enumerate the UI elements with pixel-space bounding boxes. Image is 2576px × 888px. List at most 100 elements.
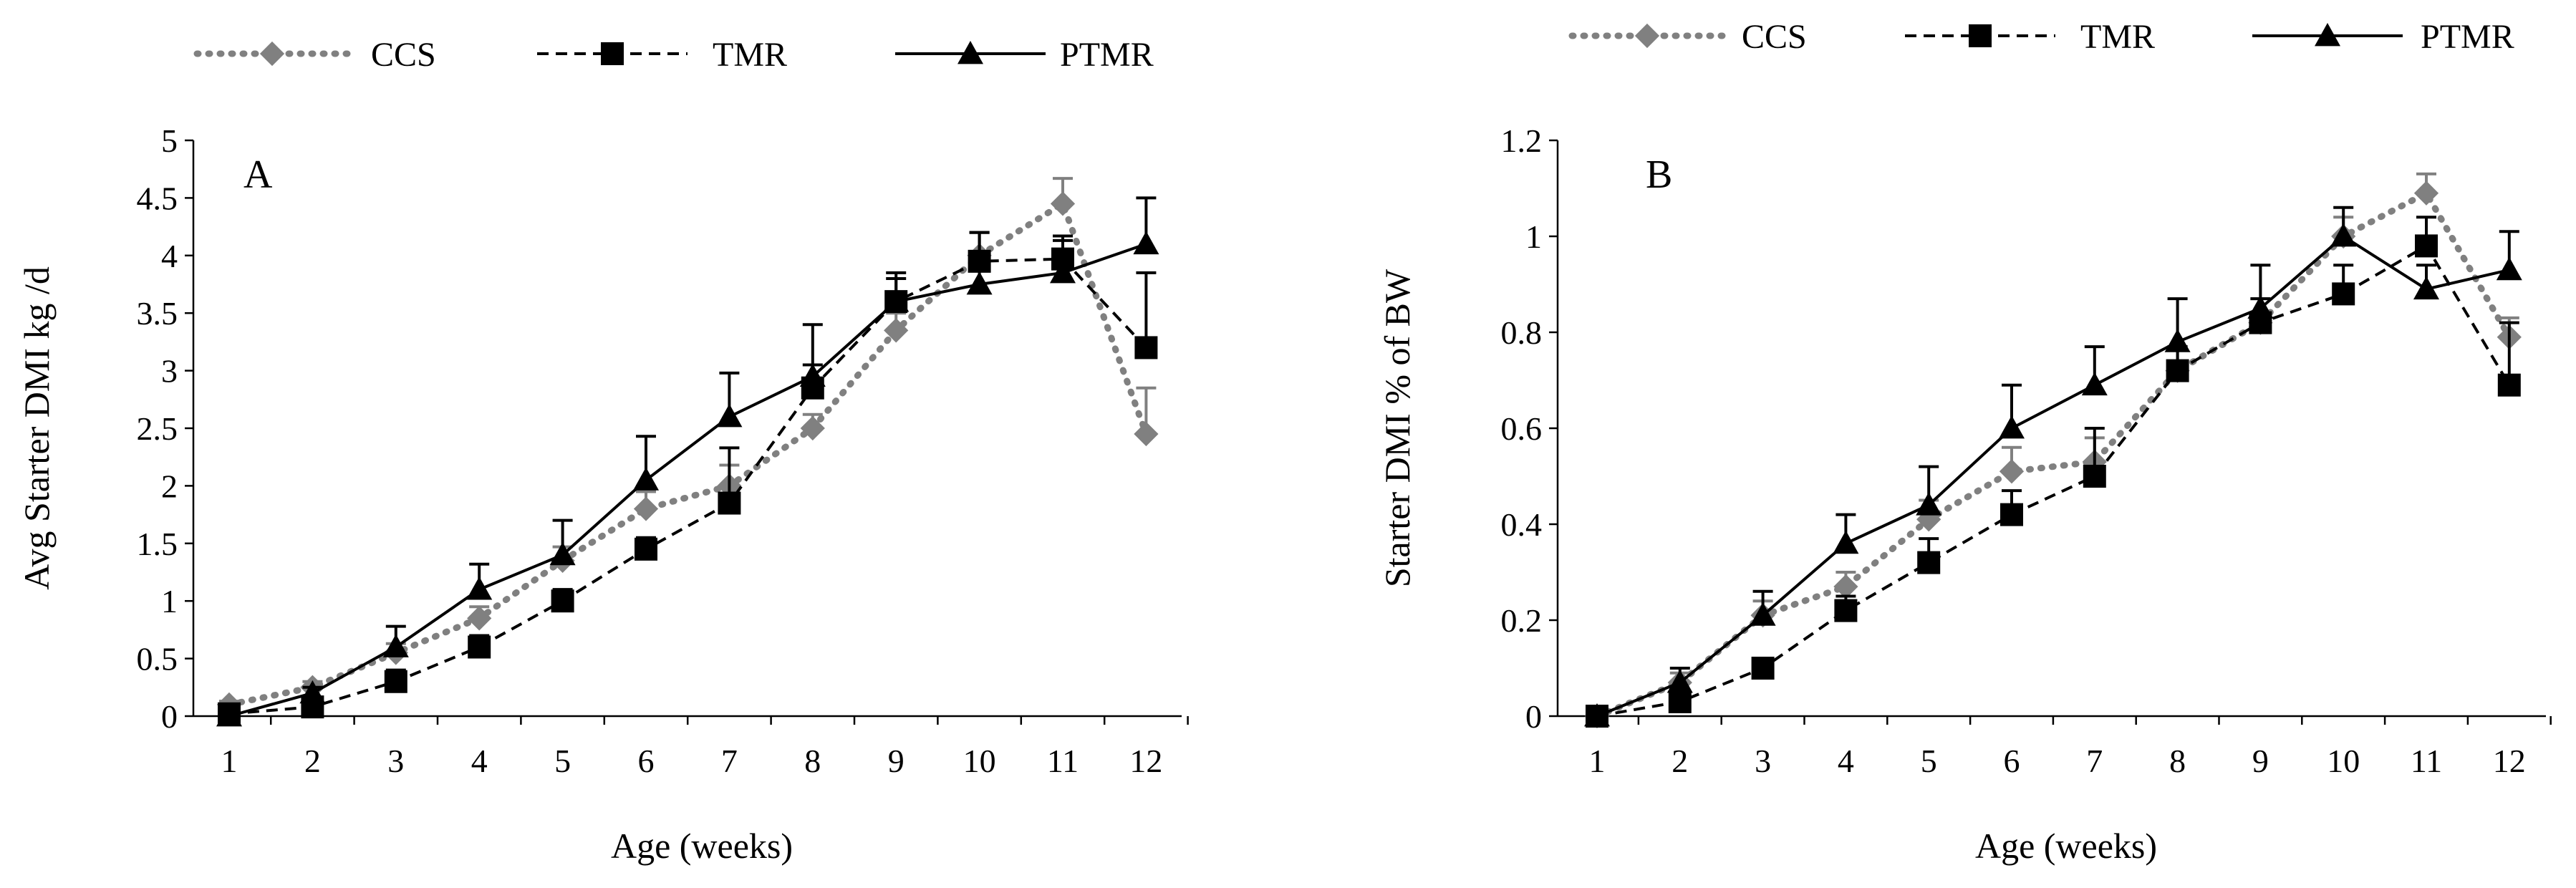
data-point <box>799 363 826 387</box>
data-point <box>2413 180 2439 206</box>
data-point <box>2166 359 2189 382</box>
legend-marker <box>1969 24 1992 47</box>
legend-marker <box>601 42 624 65</box>
y-tick-label: 2 <box>161 468 178 504</box>
data-point <box>2083 465 2106 488</box>
series-line-tmr <box>1596 243 2511 718</box>
data-point <box>2081 372 2108 396</box>
x-tick-label: 9 <box>2252 743 2269 779</box>
y-tick-label: 1.5 <box>137 526 178 562</box>
x-tick-label: 5 <box>554 743 571 779</box>
data-point <box>716 403 743 428</box>
x-tick-label: 6 <box>2004 743 2020 779</box>
legend-item-ptmr: PTMR <box>895 36 1154 74</box>
x-tick-label: 10 <box>2327 743 2360 779</box>
data-point <box>884 318 909 343</box>
panel-label: B <box>1646 153 1672 197</box>
x-tick-label: 3 <box>1755 743 1771 779</box>
y-tick-label: 1 <box>161 583 178 619</box>
x-tick-label: 12 <box>2493 743 2526 779</box>
data-point <box>635 537 657 561</box>
data-point <box>1917 551 1941 574</box>
x-tick-label: 11 <box>2411 743 2442 779</box>
x-tick-label: 3 <box>387 743 404 779</box>
data-point <box>1584 703 1610 727</box>
x-axis-label: Age (weeks) <box>611 826 793 866</box>
data-point <box>2247 295 2274 319</box>
data-point <box>633 467 659 491</box>
x-tick-label: 2 <box>304 743 321 779</box>
y-tick-label: 0.4 <box>1501 506 1543 543</box>
data-point <box>1833 530 1859 554</box>
x-tick-label: 7 <box>721 743 738 779</box>
data-point <box>468 635 491 659</box>
data-point <box>1134 421 1159 447</box>
y-tick-label: 0.8 <box>1501 314 1543 351</box>
y-tick-label: 5 <box>161 122 178 159</box>
data-point <box>1834 599 1858 622</box>
legend-label: PTMR <box>2421 18 2514 56</box>
legend-label: CCS <box>1742 18 1807 56</box>
data-point <box>549 541 576 566</box>
data-point <box>1050 259 1076 284</box>
data-point <box>466 576 493 600</box>
legend-panel-a: CCS TMR PTMR <box>193 36 1154 74</box>
x-tick-label: 8 <box>2169 743 2186 779</box>
legend-marker <box>259 41 285 67</box>
x-tick-label: 2 <box>1671 743 1688 779</box>
y-tick-label: 2.5 <box>137 410 178 447</box>
x-tick-label: 10 <box>963 743 996 779</box>
data-point <box>2413 276 2439 300</box>
data-point <box>467 606 492 631</box>
y-tick-label: 0 <box>161 698 178 735</box>
data-point <box>1666 670 1693 693</box>
data-point <box>1999 459 2025 484</box>
series-tmr <box>1586 216 2521 728</box>
data-point <box>2496 256 2522 281</box>
x-tick-label: 12 <box>1129 743 1162 779</box>
data-point <box>2000 503 2023 526</box>
legend-item-tmr: TMR <box>1905 18 2155 56</box>
data-point <box>2332 282 2355 306</box>
legend-label: PTMR <box>1060 36 1154 74</box>
x-tick-label: 5 <box>1921 743 1937 779</box>
y-tick-label: 1.2 <box>1501 122 1543 159</box>
data-point <box>382 634 409 657</box>
y-axis-label: Avg Starter DMI kg /d <box>16 266 57 590</box>
y-tick-label: 0.5 <box>137 641 178 677</box>
legend-item-tmr: TMR <box>537 36 787 74</box>
series-line-ccs <box>226 198 1149 708</box>
series-ptmr <box>1584 206 2522 727</box>
data-point <box>216 703 242 727</box>
data-point <box>1668 690 1692 713</box>
data-point <box>966 271 993 295</box>
x-tick-label: 1 <box>1589 743 1606 779</box>
data-point <box>2330 223 2357 247</box>
data-point <box>2415 234 2438 258</box>
x-tick-label: 4 <box>1838 743 1854 779</box>
x-tick-label: 7 <box>2086 743 2103 779</box>
data-point <box>1134 336 1158 359</box>
series-ptmr <box>216 196 1159 727</box>
data-point <box>1133 231 1159 255</box>
data-point <box>633 496 659 521</box>
series-line-ptmr <box>1596 234 2510 718</box>
x-tick-label: 4 <box>471 743 488 779</box>
legend-panel-b: CCS TMR PTMR <box>1568 18 2514 56</box>
data-point <box>800 415 825 441</box>
y-tick-label: 4.5 <box>137 180 178 216</box>
legend-marker <box>957 41 983 64</box>
data-point <box>1833 574 1858 599</box>
x-tick-label: 6 <box>638 743 655 779</box>
series-tmr <box>218 231 1158 725</box>
y-axis-label: Starter DMI % of BW <box>1377 269 1417 587</box>
legend-marker <box>2315 23 2340 47</box>
x-tick-label: 8 <box>804 743 821 779</box>
y-tick-label: 0.6 <box>1501 410 1543 447</box>
series-line-tmr <box>228 257 1147 715</box>
series-line-ptmr <box>228 242 1147 718</box>
data-point <box>718 491 741 515</box>
data-point <box>384 670 407 693</box>
